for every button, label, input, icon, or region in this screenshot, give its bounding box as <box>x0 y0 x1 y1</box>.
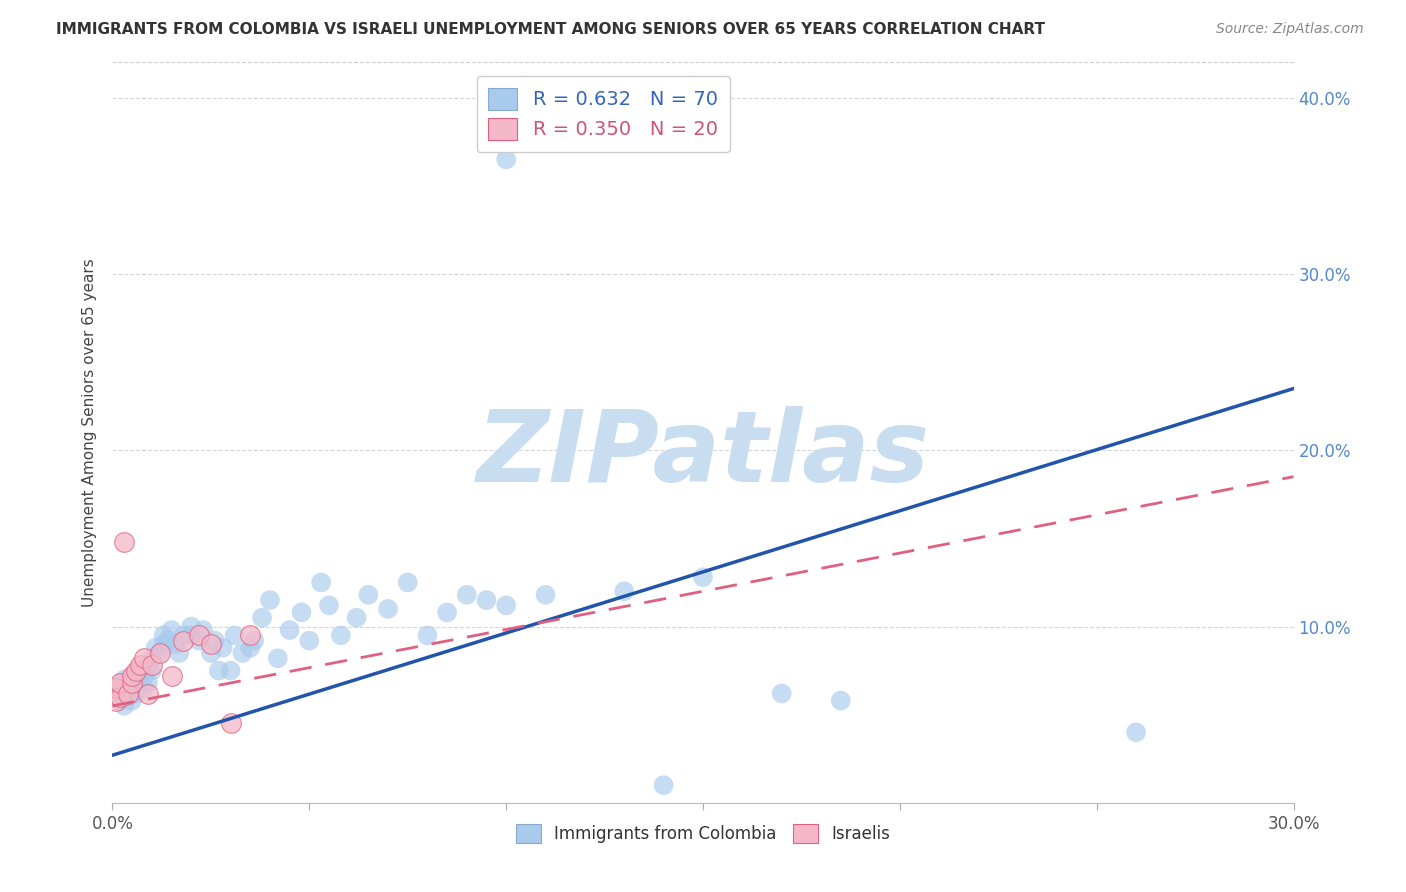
Point <box>613 584 636 599</box>
Point <box>188 628 211 642</box>
Point <box>219 716 242 731</box>
Legend: Immigrants from Colombia, Israelis: Immigrants from Colombia, Israelis <box>509 817 897 850</box>
Point <box>121 669 143 683</box>
Point <box>243 633 266 648</box>
Point <box>132 681 155 696</box>
Point <box>278 623 301 637</box>
Point <box>259 593 281 607</box>
Point <box>208 664 231 678</box>
Point <box>110 690 132 704</box>
Point <box>129 664 152 678</box>
Point <box>136 686 159 700</box>
Point <box>204 633 226 648</box>
Point <box>180 619 202 633</box>
Point <box>105 693 128 707</box>
Point <box>309 575 332 590</box>
Point <box>172 628 194 642</box>
Point <box>224 628 246 642</box>
Y-axis label: Unemployment Among Seniors over 65 years: Unemployment Among Seniors over 65 years <box>82 259 97 607</box>
Point <box>112 698 135 713</box>
Point <box>267 651 290 665</box>
Point <box>495 153 517 167</box>
Point <box>117 676 139 690</box>
Point <box>112 673 135 687</box>
Point <box>357 588 380 602</box>
Point <box>110 693 132 707</box>
Point <box>1125 725 1147 739</box>
Point <box>105 690 128 704</box>
Point <box>132 669 155 683</box>
Point <box>239 628 262 642</box>
Point <box>105 681 128 696</box>
Point <box>396 575 419 590</box>
Point <box>188 633 211 648</box>
Point <box>149 646 172 660</box>
Text: ZIPatlas: ZIPatlas <box>477 407 929 503</box>
Point <box>160 623 183 637</box>
Point <box>180 628 202 642</box>
Point <box>165 637 187 651</box>
Point <box>125 686 148 700</box>
Text: Source: ZipAtlas.com: Source: ZipAtlas.com <box>1216 22 1364 37</box>
Point <box>121 693 143 707</box>
Point <box>129 658 152 673</box>
Point <box>136 676 159 690</box>
Point <box>129 676 152 690</box>
Point <box>149 646 172 660</box>
Point <box>110 676 132 690</box>
Point <box>416 628 439 642</box>
Point <box>110 676 132 690</box>
Point <box>125 673 148 687</box>
Point <box>172 633 194 648</box>
Point <box>329 628 352 642</box>
Point <box>239 640 262 655</box>
Point <box>495 599 517 613</box>
Text: IMMIGRANTS FROM COLOMBIA VS ISRAELI UNEMPLOYMENT AMONG SENIORS OVER 65 YEARS COR: IMMIGRANTS FROM COLOMBIA VS ISRAELI UNEM… <box>56 22 1045 37</box>
Point <box>117 690 139 704</box>
Point <box>112 535 135 549</box>
Point <box>191 623 214 637</box>
Point <box>436 606 458 620</box>
Point <box>231 646 253 660</box>
Point <box>534 588 557 602</box>
Point <box>105 681 128 696</box>
Point <box>145 640 167 655</box>
Point <box>456 588 478 602</box>
Point <box>377 602 399 616</box>
Point <box>117 686 139 700</box>
Point <box>169 646 191 660</box>
Point <box>160 669 183 683</box>
Point <box>121 676 143 690</box>
Point <box>200 646 222 660</box>
Point <box>219 664 242 678</box>
Point <box>125 664 148 678</box>
Point <box>250 610 273 624</box>
Point <box>156 633 179 648</box>
Point <box>290 606 312 620</box>
Point <box>200 637 222 651</box>
Point <box>152 637 174 651</box>
Point <box>475 593 498 607</box>
Point <box>141 651 163 665</box>
Point <box>112 686 135 700</box>
Point <box>652 778 675 792</box>
Point <box>211 640 233 655</box>
Point <box>692 570 714 584</box>
Point <box>152 628 174 642</box>
Point <box>346 610 368 624</box>
Point <box>141 664 163 678</box>
Point <box>132 651 155 665</box>
Point <box>830 693 852 707</box>
Point <box>298 633 321 648</box>
Point <box>121 681 143 696</box>
Point <box>770 686 793 700</box>
Point <box>136 658 159 673</box>
Point <box>318 599 340 613</box>
Point <box>121 669 143 683</box>
Point <box>141 658 163 673</box>
